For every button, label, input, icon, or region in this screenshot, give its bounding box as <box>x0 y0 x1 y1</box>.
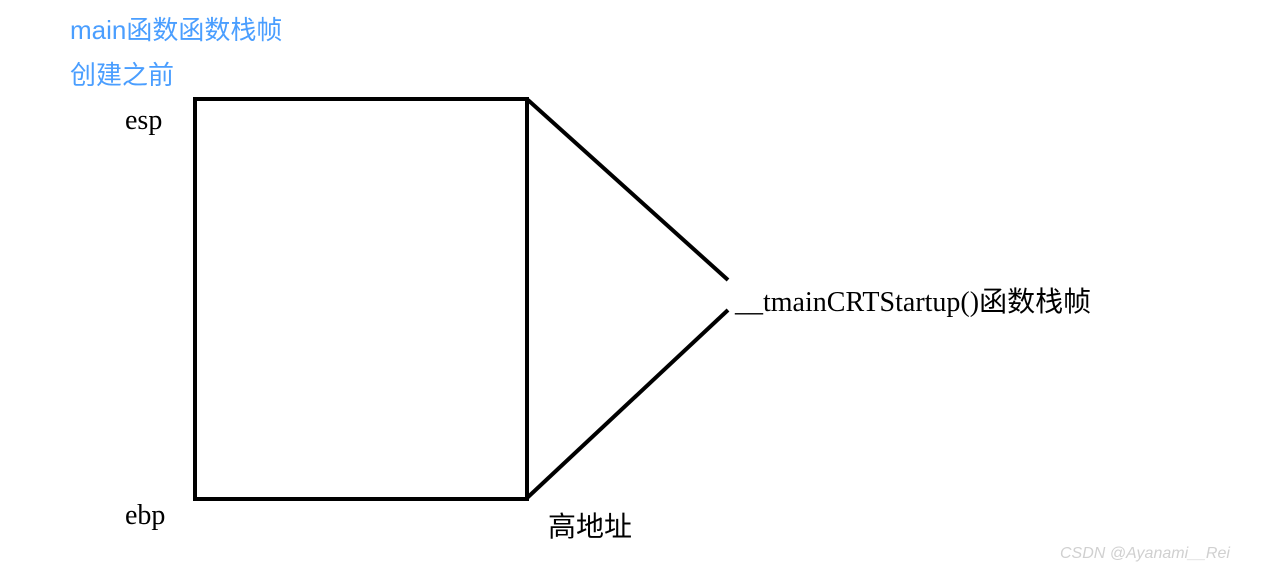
label-ebp: ebp <box>125 500 165 532</box>
watermark: CSDN @Ayanami__Rei <box>1060 545 1230 563</box>
bracket-line-top <box>528 100 728 280</box>
stack-frame-rect <box>195 99 527 499</box>
title-line-1: main函数函数栈帧 <box>70 10 282 47</box>
title-line-2: 创建之前 <box>70 55 174 92</box>
label-function-name: __tmainCRTStartup()函数栈帧 <box>735 280 1091 320</box>
label-esp: esp <box>125 105 162 137</box>
label-high-address: 高地址 <box>548 505 632 545</box>
bracket-line-bottom <box>527 310 728 498</box>
